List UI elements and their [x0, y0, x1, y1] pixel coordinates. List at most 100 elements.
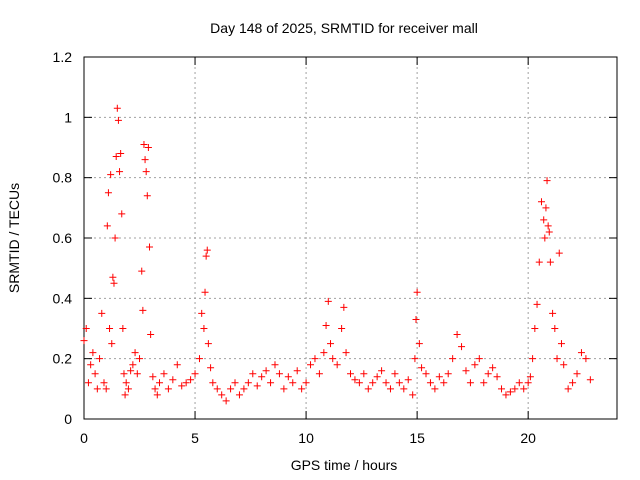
- data-points: [80, 104, 594, 405]
- data-point: [138, 267, 146, 275]
- data-point: [156, 379, 164, 387]
- x-tick-label: 10: [298, 430, 314, 446]
- data-point: [89, 349, 97, 357]
- y-tick-label: 0: [64, 411, 72, 427]
- data-point: [493, 373, 501, 381]
- data-point: [577, 349, 585, 357]
- data-point: [114, 116, 122, 124]
- data-point: [453, 331, 461, 339]
- data-point: [96, 355, 104, 363]
- data-point: [555, 249, 563, 257]
- data-point: [413, 288, 421, 296]
- data-point: [146, 243, 154, 251]
- data-point: [187, 376, 195, 384]
- axis-ticks: 0 0.2 0.4 0.6 0.8 1 1.2 0 5 10 15 20: [53, 49, 617, 446]
- data-point: [203, 246, 211, 254]
- data-point: [258, 373, 266, 381]
- data-point: [207, 364, 215, 372]
- data-point: [178, 382, 186, 390]
- data-point: [147, 331, 155, 339]
- data-point: [107, 171, 115, 179]
- data-point: [475, 355, 483, 363]
- data-point: [103, 222, 111, 230]
- data-point: [127, 367, 135, 375]
- x-tick-label: 20: [520, 430, 536, 446]
- data-point: [560, 361, 568, 369]
- y-tick-label: 1.2: [53, 49, 73, 65]
- data-point: [529, 355, 537, 363]
- data-point: [444, 370, 452, 378]
- data-point: [340, 303, 348, 311]
- data-point: [458, 343, 466, 351]
- data-point: [80, 337, 88, 345]
- data-point: [144, 144, 152, 151]
- data-point: [546, 258, 554, 266]
- data-point: [119, 325, 127, 332]
- data-point: [511, 385, 519, 393]
- data-point: [391, 370, 399, 378]
- data-point: [553, 355, 561, 363]
- grid: [84, 57, 617, 419]
- data-point: [111, 234, 119, 242]
- data-point: [110, 279, 118, 287]
- data-point: [280, 385, 288, 393]
- data-point: [129, 361, 137, 369]
- data-point: [373, 373, 381, 381]
- data-point: [540, 216, 548, 224]
- x-axis-label: GPS time / hours: [291, 457, 398, 473]
- data-point: [435, 373, 443, 381]
- data-point: [240, 385, 248, 393]
- data-point: [537, 198, 545, 206]
- data-point: [544, 222, 552, 230]
- data-point: [104, 189, 112, 197]
- data-point: [506, 388, 514, 396]
- data-point: [160, 370, 168, 378]
- data-point: [471, 361, 479, 369]
- data-point: [342, 349, 350, 357]
- chart-title: Day 148 of 2025, SRMTID for receiver mal…: [210, 20, 478, 36]
- data-point: [140, 140, 148, 148]
- y-axis-label: SRMTID / TECUs: [6, 183, 22, 293]
- data-point: [400, 385, 408, 393]
- data-point: [249, 370, 257, 378]
- data-point: [131, 349, 139, 357]
- data-point: [143, 192, 151, 200]
- data-point: [271, 361, 279, 369]
- data-point: [124, 385, 132, 393]
- data-point: [120, 370, 128, 378]
- data-point: [121, 391, 129, 399]
- y-tick-label: 0.4: [53, 290, 73, 306]
- data-point: [307, 361, 315, 369]
- data-point: [102, 385, 110, 393]
- data-point: [395, 379, 403, 387]
- data-point: [222, 397, 230, 405]
- data-point: [253, 382, 261, 390]
- data-point: [338, 325, 346, 332]
- data-point: [112, 153, 120, 161]
- data-point: [531, 325, 539, 332]
- data-point: [200, 325, 208, 332]
- data-point: [108, 340, 116, 348]
- data-point: [164, 385, 172, 393]
- data-point: [191, 370, 199, 378]
- data-point: [284, 373, 292, 381]
- data-point: [515, 379, 523, 387]
- data-point: [93, 385, 101, 393]
- data-point: [418, 364, 426, 372]
- data-point: [182, 379, 190, 387]
- data-point: [526, 373, 534, 381]
- data-point: [542, 204, 550, 212]
- data-point: [586, 376, 594, 384]
- data-point: [262, 367, 270, 375]
- data-point: [227, 385, 235, 393]
- data-point: [275, 370, 283, 378]
- data-point: [564, 385, 572, 393]
- data-point: [412, 315, 420, 323]
- data-point: [333, 361, 341, 369]
- data-point: [136, 355, 144, 363]
- data-point: [329, 355, 337, 363]
- data-point: [426, 379, 434, 387]
- data-point: [231, 379, 239, 387]
- data-point: [302, 379, 310, 387]
